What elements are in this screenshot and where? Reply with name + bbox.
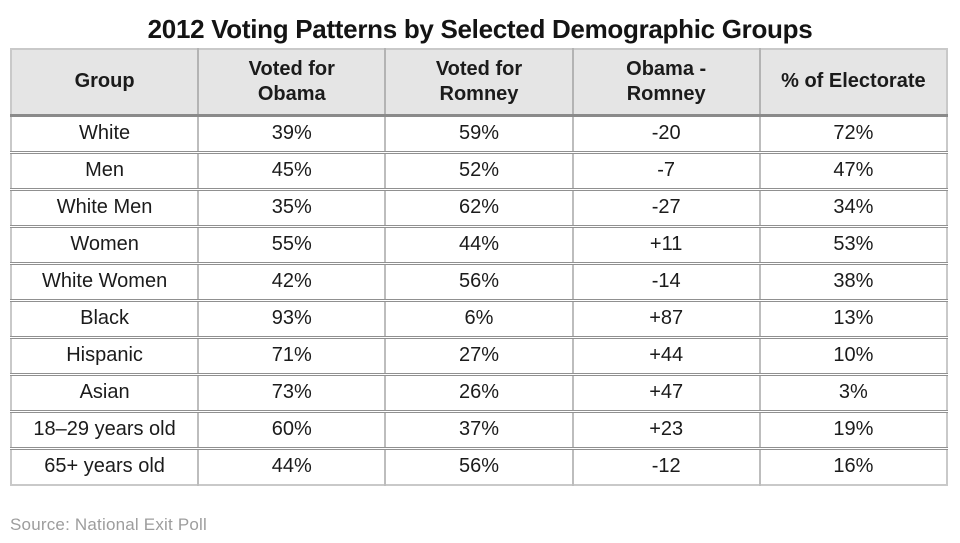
cell-group: Men [11,152,200,191]
cell-obama: 44% [198,448,387,485]
cell-diff: -12 [572,448,761,485]
cell-obama: 35% [198,189,387,228]
cell-group: White [11,115,200,154]
table-row: 18–29 years old 60% 37% +23 19% [11,411,947,450]
column-header-voted-obama: Voted for Obama [198,49,387,117]
voting-patterns-table: Group Voted for Obama Voted for Romney O… [10,48,948,486]
table-row: Black 93% 6% +87 13% [11,300,947,339]
cell-group: 18–29 years old [11,411,200,450]
column-header-voted-romney: Voted for Romney [385,49,574,117]
cell-group: Black [11,300,200,339]
cell-romney: 59% [385,115,574,154]
cell-diff: +44 [572,337,761,376]
cell-group: White Women [11,263,200,302]
cell-electorate: 10% [759,337,947,376]
cell-electorate: 13% [759,300,947,339]
cell-obama: 71% [198,337,387,376]
table-row: White 39% 59% -20 72% [11,115,947,154]
cell-obama: 55% [198,226,387,265]
table-row: Asian 73% 26% +47 3% [11,374,947,413]
cell-diff: -20 [572,115,761,154]
cell-electorate: 53% [759,226,947,265]
cell-electorate: 34% [759,189,947,228]
cell-diff: -14 [572,263,761,302]
table-row: Women 55% 44% +11 53% [11,226,947,265]
column-header-pct-electorate: % of Electorate [759,49,947,117]
cell-obama: 60% [198,411,387,450]
cell-electorate: 47% [759,152,947,191]
cell-electorate: 72% [759,115,947,154]
cell-electorate: 16% [759,448,947,485]
cell-diff: +11 [572,226,761,265]
cell-group: Women [11,226,200,265]
cell-romney: 52% [385,152,574,191]
cell-diff: +23 [572,411,761,450]
table-row: White Women 42% 56% -14 38% [11,263,947,302]
cell-diff: +47 [572,374,761,413]
cell-romney: 62% [385,189,574,228]
cell-electorate: 3% [759,374,947,413]
cell-diff: +87 [572,300,761,339]
cell-obama: 45% [198,152,387,191]
column-header-group: Group [11,49,200,117]
cell-obama: 39% [198,115,387,154]
cell-electorate: 19% [759,411,947,450]
header-row: Group Voted for Obama Voted for Romney O… [11,49,947,117]
cell-romney: 56% [385,448,574,485]
cell-group: White Men [11,189,200,228]
table-row: White Men 35% 62% -27 34% [11,189,947,228]
cell-diff: -7 [572,152,761,191]
cell-group: Hispanic [11,337,200,376]
table-row: Hispanic 71% 27% +44 10% [11,337,947,376]
cell-romney: 26% [385,374,574,413]
cell-obama: 42% [198,263,387,302]
table-body: White 39% 59% -20 72% Men 45% 52% -7 47%… [11,115,947,485]
cell-obama: 93% [198,300,387,339]
table-row: Men 45% 52% -7 47% [11,152,947,191]
cell-group: Asian [11,374,200,413]
cell-group: 65+ years old [11,448,200,485]
cell-romney: 27% [385,337,574,376]
chart-title: 2012 Voting Patterns by Selected Demogra… [147,14,813,44]
table-header: Group Voted for Obama Voted for Romney O… [11,49,947,117]
cell-romney: 56% [385,263,574,302]
cell-diff: -27 [572,189,761,228]
source-attribution: Source: National Exit Poll [10,515,208,534]
cell-obama: 73% [198,374,387,413]
cell-electorate: 38% [759,263,947,302]
column-header-obama-minus-romney: Obama - Romney [572,49,761,117]
cell-romney: 6% [385,300,574,339]
cell-romney: 44% [385,226,574,265]
cell-romney: 37% [385,411,574,450]
table-row: 65+ years old 44% 56% -12 16% [11,448,947,485]
